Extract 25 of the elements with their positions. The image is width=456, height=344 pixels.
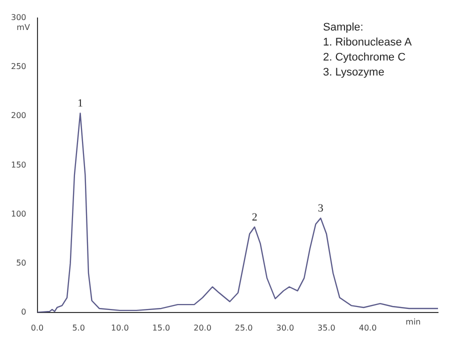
x-tick-label: 20.0 xyxy=(194,323,212,332)
y-axis-title: mV xyxy=(16,23,30,32)
x-tick-label: 30.0 xyxy=(276,323,294,332)
y-tick-label: 100 xyxy=(10,209,26,218)
x-tick-label: 25.0 xyxy=(234,323,253,332)
x-tick-label: 10.0 xyxy=(110,323,129,332)
x-tick-label: 0.0 xyxy=(30,323,44,332)
y-tick-label: 150 xyxy=(10,160,26,170)
y-tick-label: 0 xyxy=(21,307,26,316)
x-tick-label: 35.0 xyxy=(318,323,336,332)
annotation: 3. Lysozyme xyxy=(323,66,384,79)
x-tick-label: 5.0 xyxy=(72,323,85,332)
annotation: Sample: xyxy=(323,22,364,34)
annotation: 2. Cytochrome C xyxy=(323,52,406,64)
y-tick-label: 50 xyxy=(16,258,26,268)
x-tick-label: 15.0 xyxy=(152,323,170,332)
y-tick-label: 300 xyxy=(10,13,26,22)
annotation: 2 xyxy=(252,211,258,224)
y-tick-label: 250 xyxy=(10,62,26,72)
annotation: 1 xyxy=(77,98,83,110)
annotation: 1. Ribonuclease A xyxy=(323,36,412,49)
annotation: 3 xyxy=(318,202,324,215)
y-tick-label: 200 xyxy=(10,111,26,120)
x-tick-label: 40.0 xyxy=(358,323,377,332)
x-axis-title: min xyxy=(406,317,421,326)
